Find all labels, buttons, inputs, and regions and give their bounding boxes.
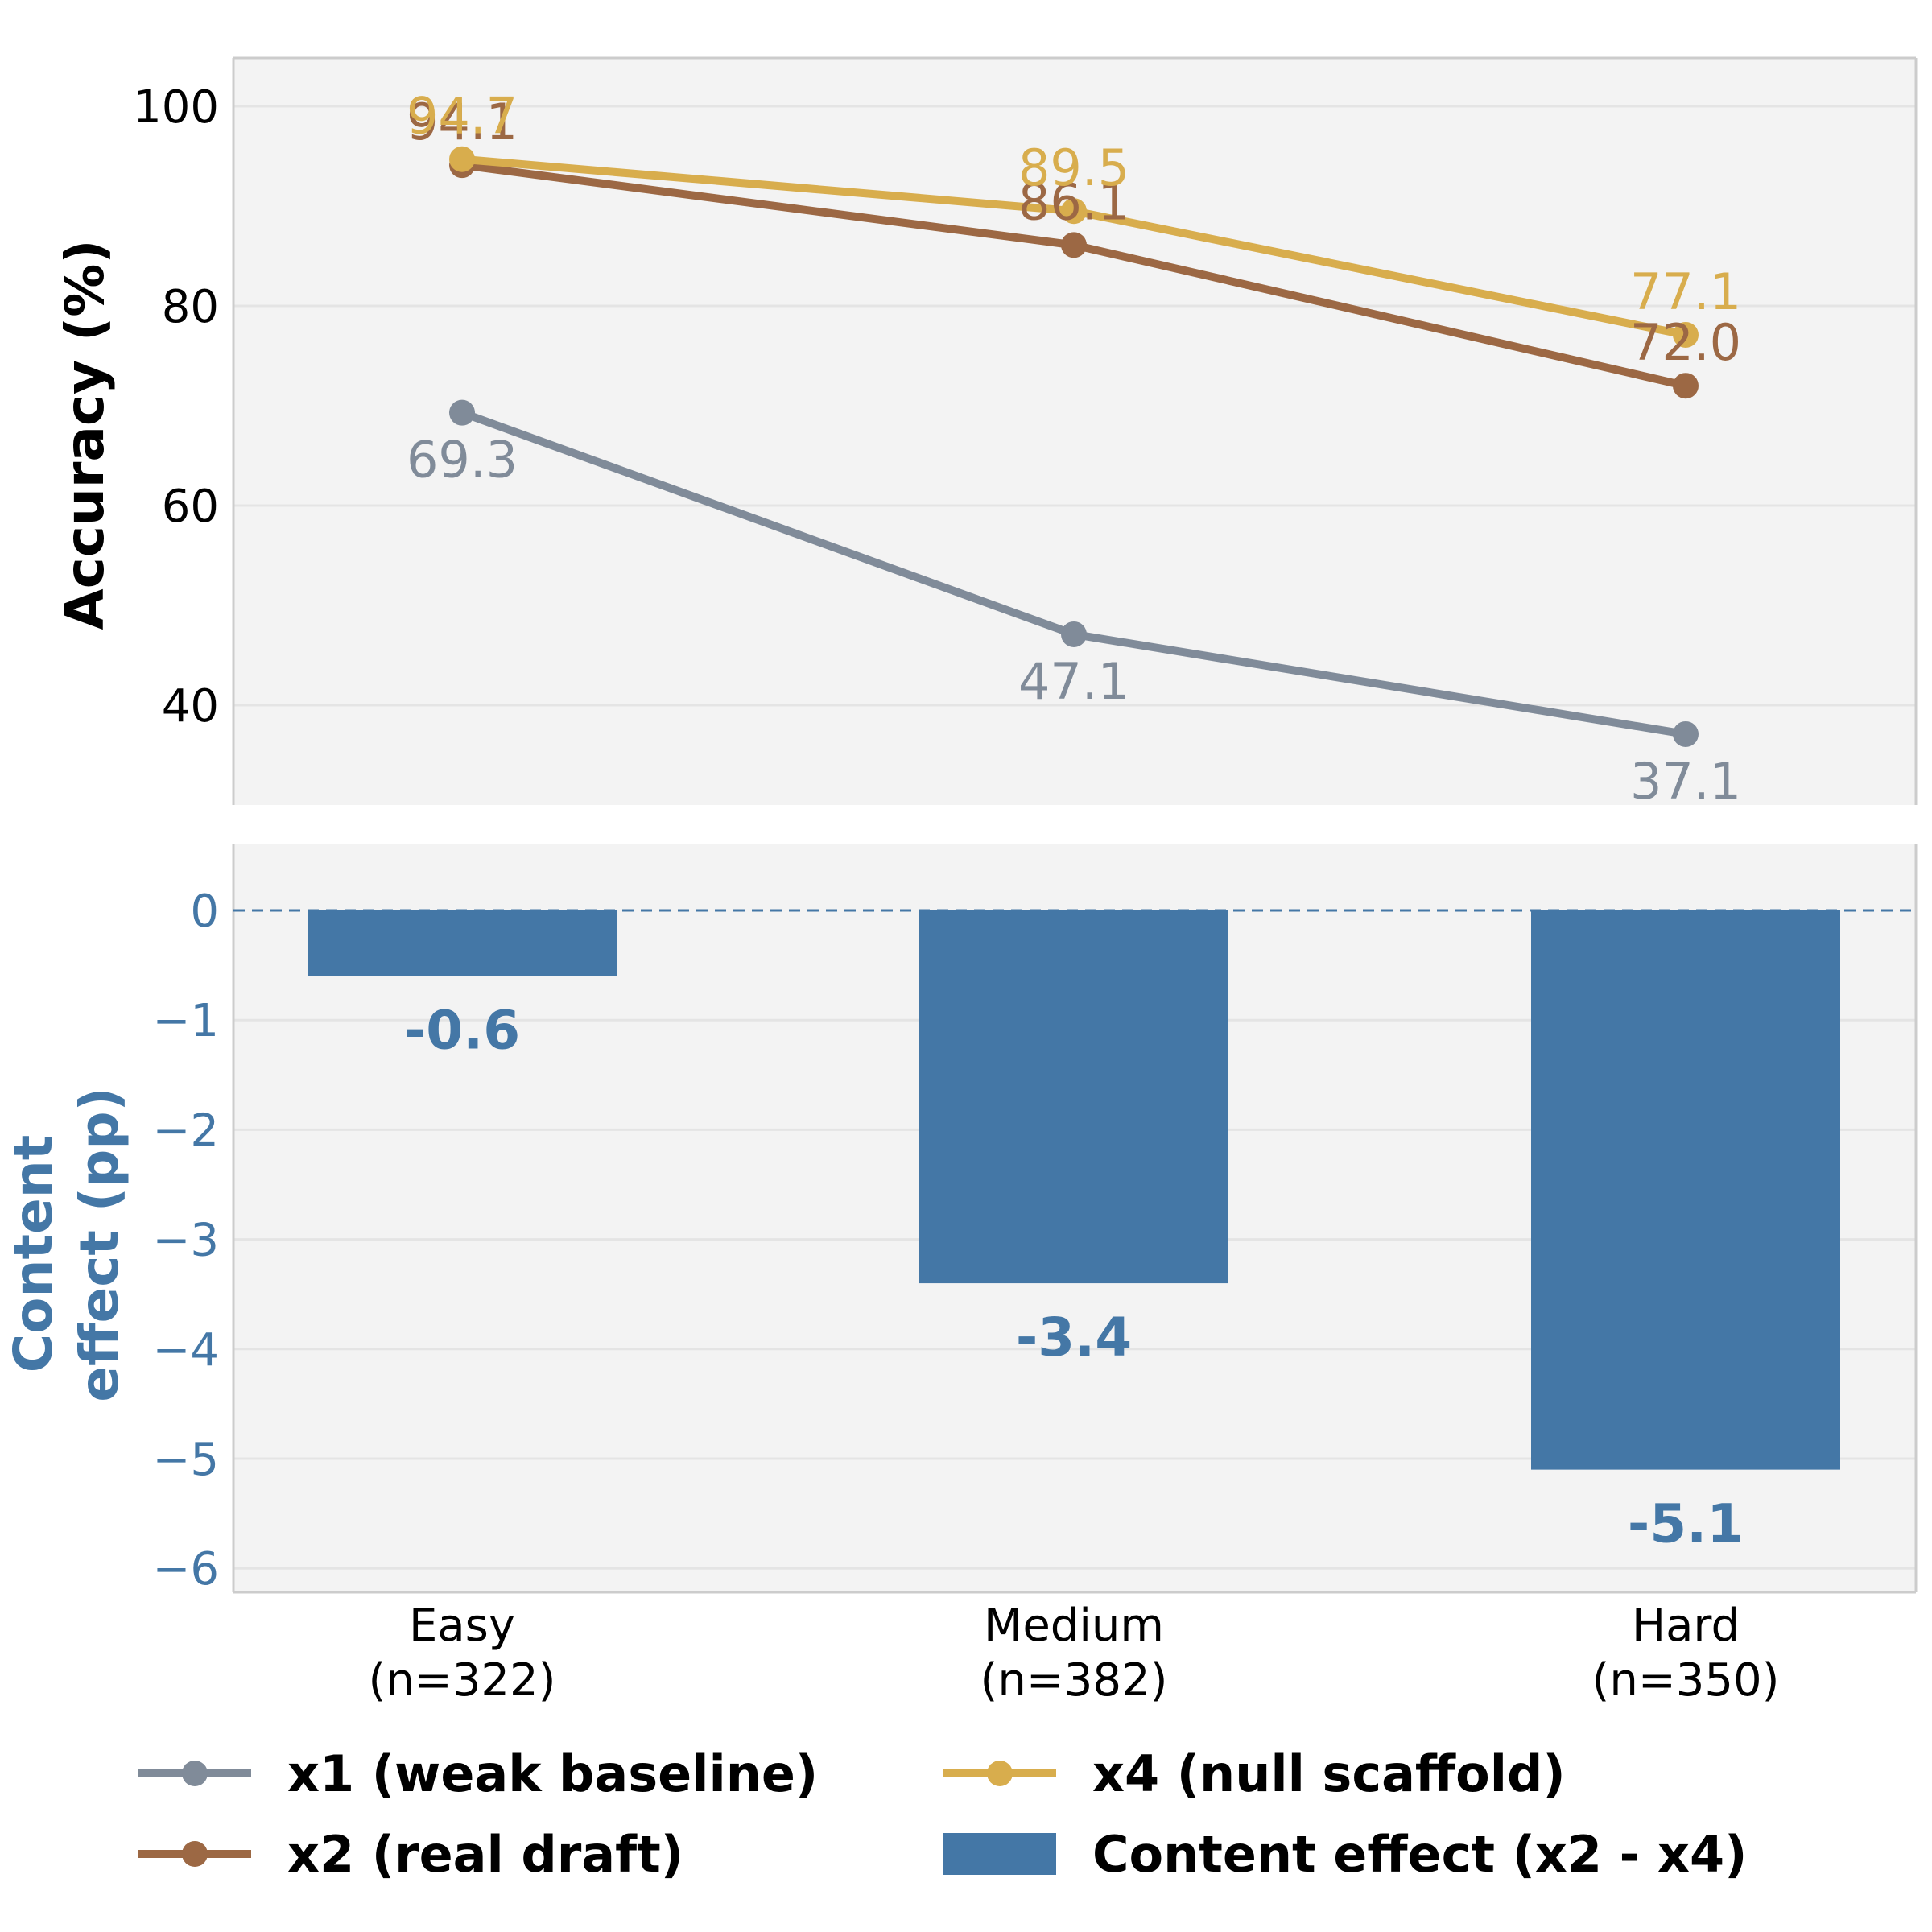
data-label-x4: 94.7 [407, 87, 518, 146]
legend-entry: x2 (real draft) [138, 1825, 683, 1884]
content-effect-bar [919, 910, 1228, 1284]
data-point-x2 [1061, 232, 1087, 258]
legend-label: Content effect (x2 - x4) [1092, 1825, 1747, 1884]
x-tick-label: Easy (n=322) [369, 1600, 556, 1707]
legend-label: x1 (weak baseline) [287, 1744, 818, 1803]
content-effect-y-tick-label: −6 [152, 1543, 219, 1596]
accuracy-line-chart: 40 60 80 100 69.3 47.1 37.1 94.1 86.1 72.0 94.7 89… [54, 56, 1918, 811]
legend: x1 (weak baseline) x4 (null scaffold) x2 (… [138, 1744, 1747, 1884]
data-label-x2: 72.0 [1630, 313, 1741, 372]
data-point-x1 [449, 399, 475, 426]
content-effect-y-tick-label: −3 [152, 1215, 219, 1267]
data-label-x1: 37.1 [1630, 752, 1741, 811]
data-label-x2: 94.1 [407, 93, 518, 151]
legend-label: x4 (null scaffold) [1092, 1744, 1566, 1803]
data-point-x1 [1061, 621, 1087, 647]
content-effect-bar-label: -0.6 [404, 1000, 520, 1062]
content-effect-y-axis-label: Content effect (pp) [2, 1087, 130, 1402]
legend-label: x2 (real draft) [287, 1825, 683, 1884]
data-point-x2 [1673, 373, 1699, 399]
content-effect-bar-label: -5.1 [1628, 1493, 1744, 1555]
legend-entry: x1 (weak baseline) [138, 1744, 818, 1803]
accuracy-y-tick-label: 60 [162, 481, 219, 533]
legend-marker-swatch [987, 1761, 1013, 1786]
content-effect-y-tick-label: −1 [152, 995, 219, 1047]
content-effect-y-tick-label: −4 [152, 1324, 219, 1377]
data-label-x4: 89.5 [1018, 138, 1129, 197]
data-point-x4 [449, 146, 475, 172]
content-effect-y-tick-label: −2 [152, 1104, 219, 1157]
data-label-x4: 77.1 [1630, 262, 1741, 321]
data-point-x4 [1061, 198, 1087, 225]
accuracy-y-tick-label: 40 [162, 680, 219, 733]
content-effect-bar [308, 910, 617, 976]
x-tick-label: Medium (n=382) [980, 1600, 1168, 1707]
data-label-x1: 47.1 [1018, 652, 1129, 711]
legend-marker-swatch [182, 1841, 208, 1867]
accuracy-y-tick-label: 80 [162, 281, 219, 333]
content-effect-y-tick-label: −5 [152, 1434, 219, 1486]
content-effect-bar [1531, 910, 1840, 1470]
accuracy-y-axis-label: Accuracy (%) [54, 240, 116, 630]
data-point-x1 [1673, 720, 1699, 747]
x-tick-label: Hard (n=350) [1592, 1600, 1780, 1707]
data-label-x2: 86.1 [1018, 172, 1129, 231]
legend-bar-swatch [943, 1833, 1056, 1875]
legend-marker-swatch [182, 1761, 208, 1786]
data-point-x4 [1673, 321, 1699, 348]
legend-entry: x4 (null scaffold) [943, 1744, 1566, 1803]
content-effect-bar-chart: 0 −1 −2 −3 −4 −5 −6 -0.6 -3.4 -5.1 Easy (n=322) Me… [2, 844, 1918, 1707]
data-label-x1: 69.3 [407, 431, 518, 489]
content-effect-y-tick-label: 0 [190, 886, 219, 938]
accuracy-y-tick-label: 100 [133, 81, 219, 134]
content-effect-bar-label: -3.4 [1016, 1307, 1132, 1368]
legend-entry: Content effect (x2 - x4) [943, 1825, 1747, 1884]
